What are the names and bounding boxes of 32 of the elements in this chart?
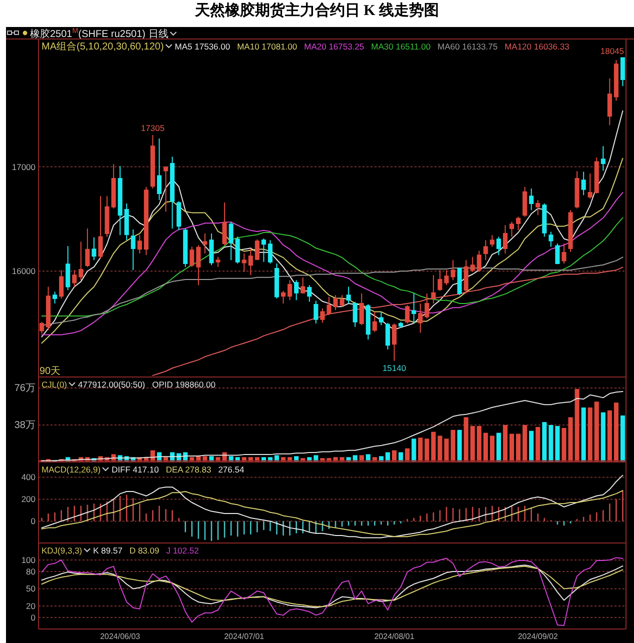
y-tick-label: 200 (21, 494, 36, 504)
y-tick-label: 0 (30, 516, 36, 526)
annotation: 18045 (600, 46, 624, 56)
annotation: 90天 (40, 366, 61, 377)
y-tick-label: 100 (21, 554, 36, 565)
chart-title: KDJ(9,3,3) (42, 546, 82, 556)
legend: OPID 198860.00 (152, 380, 216, 390)
y-tick-label: 400 (21, 472, 36, 482)
annotation: 15140 (382, 362, 406, 373)
annotation: 477912.00(50:50) (78, 380, 146, 390)
legend-title: MA组合(5,10,20,30,60,120) (42, 40, 164, 52)
y-tick-label: 38万 (14, 420, 36, 431)
x-tick-label: 2024/09/02 (518, 632, 558, 641)
x-tick-label: 2024/08/01 (374, 632, 415, 641)
chart-subtitle: 橡胶2501$^{M}$(SHFE ru2501) 日线 (30, 26, 168, 40)
x-tick-label: 2024/07/01 (224, 632, 265, 641)
legend: MA5 17536.00 MA10 17081.00 MA20 16753.25 MA30 16511.00 MA60 16133.75 MA120 16036.33 (174, 42, 570, 52)
y-tick-label: 20 (26, 600, 36, 611)
annotation: 17305 (140, 122, 165, 133)
x-tick-label: 2024/06/03 (100, 632, 141, 641)
legend: K 89.57 D 83.09 J 102.52 (93, 546, 199, 556)
y-tick-label: 50 (26, 584, 36, 594)
y-tick-label: 76万 (14, 383, 36, 394)
y-tick-label: 80 (26, 566, 36, 576)
chart-title: CJL(0) (42, 380, 68, 390)
y-tick-label: 16000 (12, 266, 36, 276)
y-tick-label: 17000 (12, 162, 36, 172)
legend: DIFF 417.10 DEA 278.83 (112, 464, 212, 474)
annotation: 276.54 (218, 464, 244, 474)
chart-title: 天然橡胶期货主力合约日 K 线走势图 (194, 1, 440, 19)
chart-title: MACD(12,26,9) (42, 464, 101, 474)
y-tick-label: 0 (30, 612, 36, 622)
